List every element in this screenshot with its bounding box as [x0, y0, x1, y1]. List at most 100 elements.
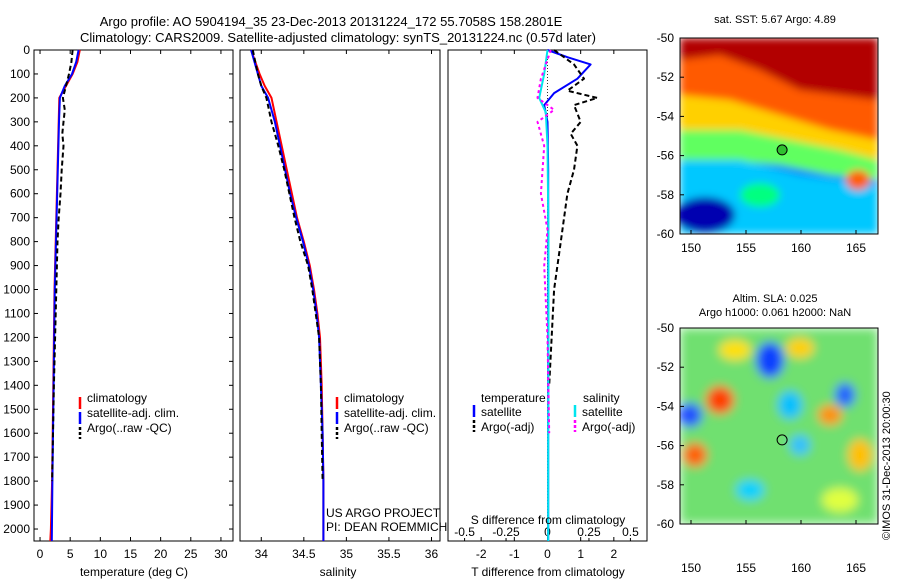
sst-field-green-patch	[740, 183, 780, 207]
sst-field-mid	[680, 130, 878, 180]
sst-map-title: sat. SST: 5.67 Argo: 4.89	[714, 14, 836, 26]
sla-high-5	[848, 439, 872, 471]
s-tick-label: -0.5	[454, 525, 475, 539]
sla-high-1	[706, 386, 734, 414]
series-line-argo-raw-qc	[51, 49, 74, 482]
legend-argo: Argo(..raw -QC)	[87, 421, 172, 435]
project-annotation-line-1: US ARGO PROJECT	[326, 506, 441, 520]
sst-heatmap	[680, 38, 878, 234]
x-tick-label: 0	[544, 547, 551, 561]
sla-low-6	[736, 480, 764, 500]
sla-low-1	[756, 342, 784, 378]
sla-high-4	[786, 338, 814, 358]
x-tick-label: 34	[255, 547, 269, 561]
imos-stamp-svg: ©IMOS 31-Dec-2013 20:00:30	[881, 391, 893, 540]
x-tick-label: 30	[214, 547, 228, 561]
depth-tick-label: 200	[10, 91, 30, 105]
legend-header-salinity: salinity	[583, 391, 620, 405]
latitude-tick-label: -58	[657, 188, 675, 202]
depth-tick-label: 0	[23, 43, 30, 57]
salinity-legend: climatology satellite-adj. clim. Argo(..…	[335, 391, 436, 439]
series-line-argo-adj	[536, 49, 556, 434]
depth-tick-label: 1500	[3, 402, 30, 416]
salinity-panel: 34 34.5 35 35.5 36 salinity climatology sate…	[239, 49, 447, 579]
sst-map-frame	[679, 37, 879, 235]
sla-low-3	[778, 391, 802, 419]
x-tick-label: 35.5	[377, 547, 401, 561]
temperature-x-label: temperature (deg C)	[80, 565, 188, 579]
depth-tick-label: 500	[10, 163, 30, 177]
s-tick-label: 0.25	[577, 525, 601, 539]
sst-map-axes: 150 155 160 165 -50 -52 -54 -56 -58 -60	[657, 31, 867, 255]
salinity-plot-frame	[239, 49, 441, 542]
longitude-tick-label: 165	[846, 561, 866, 575]
sla-low-5	[835, 383, 855, 407]
depth-tick-label: 1600	[3, 426, 30, 440]
depth-tick-label: 1100	[4, 306, 30, 320]
x-tick-label: 36	[425, 547, 439, 561]
legend-argo: Argo(..raw -QC)	[344, 421, 429, 435]
longitude-tick-label: 160	[791, 241, 811, 255]
legend-satellite: satellite-adj. clim.	[344, 406, 436, 420]
latitude-tick-label: -50	[657, 31, 675, 45]
sla-low-4	[790, 435, 810, 455]
sla-high-2	[683, 443, 707, 467]
project-annotation-line-2: PI: DEAN ROEMMICH	[326, 520, 447, 534]
figure-title-line-2: Climatology: CARS2009. Satellite-adjuste…	[80, 30, 596, 45]
difference-x-axis: -2 -1 0 1 2	[476, 50, 617, 561]
depth-tick-label: 400	[10, 139, 30, 153]
x-tick-label: 0	[37, 547, 44, 561]
sla-map-axes: 150 155 160 165 -50 -52 -54 -56 -58 -60	[657, 321, 867, 575]
argo-location-marker	[776, 434, 788, 446]
difference-panel: -2 -1 0 1 2 -0.5 -0.25 0 0.25 0.5 S difference f…	[447, 49, 648, 579]
sla-map-subtitle: Argo h1000: 0.061 h2000: NaN	[699, 307, 851, 319]
sst-field-cold-patch	[680, 197, 735, 233]
latitude-tick-label: -56	[657, 439, 675, 453]
depth-tick-label: 1800	[3, 474, 30, 488]
x-tick-label: 1	[577, 547, 584, 561]
sla-heatmap	[680, 328, 878, 524]
latitude-tick-label: -52	[657, 70, 675, 84]
depth-tick-label: 800	[10, 235, 30, 249]
longitude-tick-label: 160	[791, 561, 811, 575]
sla-high-3	[818, 405, 842, 425]
difference-series	[536, 49, 599, 541]
s-tick-label: 0.5	[622, 525, 639, 539]
legend-t-satellite: satellite	[481, 405, 522, 419]
figure-title-line-1: Argo profile: AO 5904194_35 23-Dec-2013 …	[100, 14, 563, 29]
depth-tick-label: 1200	[3, 330, 30, 344]
sst-field-front	[680, 55, 878, 150]
sla-high-6	[719, 340, 751, 360]
x-tick-label: 2	[610, 547, 617, 561]
x-tick-label: 15	[124, 547, 138, 561]
legend-climatology: climatology	[344, 391, 404, 405]
sst-field-front-2	[680, 95, 878, 165]
imos-stamp: ©IMOS 31-Dec-2013 20:00:30	[878, 372, 894, 542]
sst-map-panel: sat. SST: 5.67 Argo: 4.89 150 155 160 165 -5…	[657, 14, 879, 255]
longitude-tick-label: 150	[681, 241, 701, 255]
depth-tick-label: 100	[10, 67, 30, 81]
sla-low-2	[680, 403, 702, 427]
x-tick-label: 10	[94, 547, 108, 561]
sla-map-panel: Altim. SLA: 0.025 Argo h1000: 0.061 h200…	[657, 293, 879, 575]
legend-s-satellite: satellite	[582, 405, 623, 419]
latitude-tick-label: -54	[657, 399, 675, 413]
longitude-tick-label: 155	[736, 561, 756, 575]
x-tick-label: 20	[154, 547, 168, 561]
sla-map-frame	[679, 327, 879, 525]
x-tick-label: -2	[476, 547, 487, 561]
depth-tick-label: 600	[10, 187, 30, 201]
salinity-x-label: salinity	[320, 565, 357, 579]
imos-stamp-text: ©IMOS 31-Dec-2013 20:00:30	[881, 391, 893, 540]
legend-satellite: satellite-adj. clim.	[87, 406, 179, 420]
temperature-x-axis: 0 5 10 15 20 25 30	[37, 50, 228, 561]
x-tick-label: -1	[509, 547, 520, 561]
latitude-tick-label: -52	[657, 360, 675, 374]
longitude-tick-label: 165	[846, 241, 866, 255]
depth-tick-label: 300	[10, 115, 30, 129]
series-line-argo-raw-qc	[251, 49, 324, 482]
temperature-series	[49, 49, 81, 542]
depth-tick-label: 1900	[3, 498, 30, 512]
temperature-panel: 0100200300400500600700800900100011001200…	[3, 43, 647, 579]
